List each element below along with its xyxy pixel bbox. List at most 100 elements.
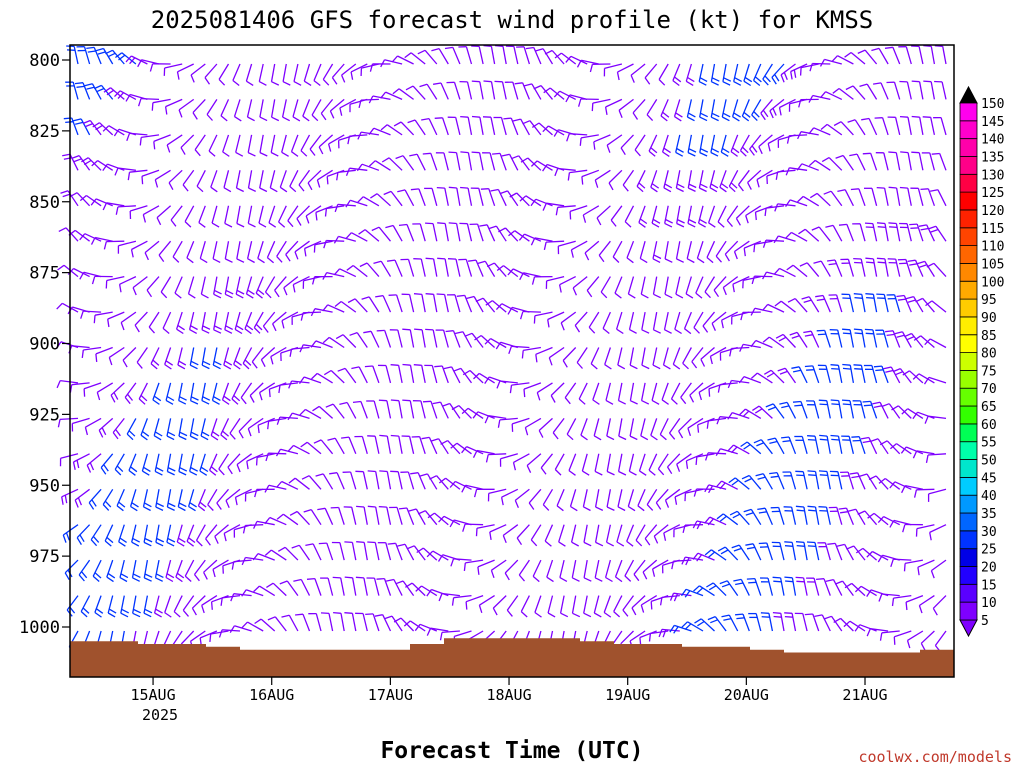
wind-barb [748,612,762,632]
x-tick-label: 16AUG [249,686,294,704]
wind-barb [870,438,889,455]
wind-barb [874,117,889,136]
y-tick-label: 975 [29,547,60,567]
wind-barb [293,63,302,86]
wind-barb [685,63,695,86]
wind-barb [229,625,252,633]
wind-barb [453,367,473,384]
wind-barb [630,63,646,83]
wind-barb [617,382,626,405]
wind-barb [530,237,553,246]
colorbar-label: 5 [981,614,989,629]
wind-barb [164,347,174,370]
wind-barb [823,190,843,207]
wind-barb [426,550,449,561]
wind-barb [389,329,403,348]
wind-barb [444,46,461,65]
wind-barb [702,311,715,333]
wind-barb [888,151,901,171]
wind-barb [616,63,634,81]
wind-barb [931,152,947,171]
wind-barb [786,134,808,144]
colorbar-swatch [959,138,978,157]
wind-barb [506,595,519,617]
wind-barb [687,134,697,157]
wind-barb [868,475,889,490]
colorbar-label: 100 [981,275,1004,290]
wind-barb [118,524,127,547]
wind-barb [422,400,438,419]
wind-barb [320,612,334,632]
wind-barb [241,589,264,597]
wind-barb [499,453,518,467]
wind-barb [847,508,866,526]
wind-barb [425,293,438,313]
wind-barb [801,296,820,313]
wind-barb [663,311,672,334]
wind-barb [923,376,947,385]
wind-barb [610,205,623,227]
wind-barb [540,453,554,475]
wind-barb [629,347,638,370]
wind-barb [269,170,278,193]
wind-barb [921,152,936,171]
wind-barb [672,63,682,87]
wind-barb [841,399,855,419]
plot-area [55,44,955,678]
wind-barb [310,340,333,349]
wind-barb [731,544,750,561]
wind-barb [902,523,923,533]
wind-barb [648,453,658,476]
wind-barb [650,418,658,441]
x-tick-label: 21AUG [842,686,887,704]
wind-barb [873,365,889,384]
wind-barb [785,199,808,207]
wind-barb [792,400,808,419]
wind-barb [289,346,310,357]
wind-barb [840,471,855,490]
wind-barb [905,295,924,313]
wind-barb [887,116,901,136]
wind-barb [576,59,599,68]
wind-barb [154,453,164,476]
wind-barb [112,417,125,440]
wind-barb [170,205,183,227]
wind-barb [726,205,739,228]
wind-barb [331,541,345,561]
wind-barb [912,373,935,384]
wind-barb [166,453,176,476]
wind-barb [715,448,738,456]
wind-barb [201,347,211,370]
wind-barb [138,382,148,405]
wind-barb [208,134,218,157]
wind-barb [794,435,808,454]
wind-barb [492,152,507,171]
wind-barb [247,134,256,157]
wind-barb [339,98,357,116]
wind-barb [588,311,600,334]
wind-barb [863,364,878,384]
wind-barb [614,559,623,583]
wind-barb [114,453,125,476]
wind-barb [762,271,785,280]
wind-barb [901,408,924,419]
wind-barb [86,46,102,65]
wind-barb [402,328,415,348]
wind-barb [746,577,762,596]
wind-barb [519,310,541,320]
wind-barb [383,190,403,207]
wind-barb [606,134,623,153]
wind-barb [459,80,473,100]
wind-barb [929,189,947,207]
wind-barb [309,134,322,156]
wind-barb [554,167,576,177]
wind-barb [227,453,241,475]
wind-barb [583,595,592,618]
wind-barb [432,401,449,419]
wind-barb [279,170,288,193]
wind-barb [756,169,773,188]
wind-barb [359,262,380,278]
wind-barb [199,241,208,264]
wind-barb [508,230,530,242]
wind-barb [129,489,139,512]
